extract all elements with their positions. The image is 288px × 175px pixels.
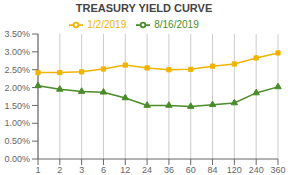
svg-text:84: 84 [208,165,218,175]
svg-text:360: 360 [270,165,280,175]
svg-text:0.50%: 0.50% [8,136,30,146]
svg-text:2.50%: 2.50% [8,65,30,75]
svg-text:1: 1 [35,165,40,175]
svg-text:0.00%: 0.00% [8,154,30,164]
svg-text:3.50%: 3.50% [8,29,30,39]
svg-text:36: 36 [164,165,174,175]
svg-text:6: 6 [101,165,106,175]
svg-text:120: 120 [227,165,242,175]
svg-text:60: 60 [186,165,196,175]
html-text:TREASURY YIELD CURVE: TREASURY YIELD CURVE [75,2,213,14]
svg-text:2: 2 [57,165,62,175]
svg-text:240: 240 [249,165,264,175]
svg-text:12: 12 [120,165,130,175]
svg-text:24: 24 [142,165,152,175]
html-text:1/2/2019: 1/2/2019 [87,18,127,30]
svg-text:1.00%: 1.00% [8,118,30,128]
svg-text:3.00%: 3.00% [8,47,30,57]
svg-text:3: 3 [79,165,84,175]
html-text:8/16/2019: 8/16/2019 [154,18,199,30]
svg-text:2.00%: 2.00% [8,83,30,93]
svg-text:1.50%: 1.50% [8,101,30,111]
